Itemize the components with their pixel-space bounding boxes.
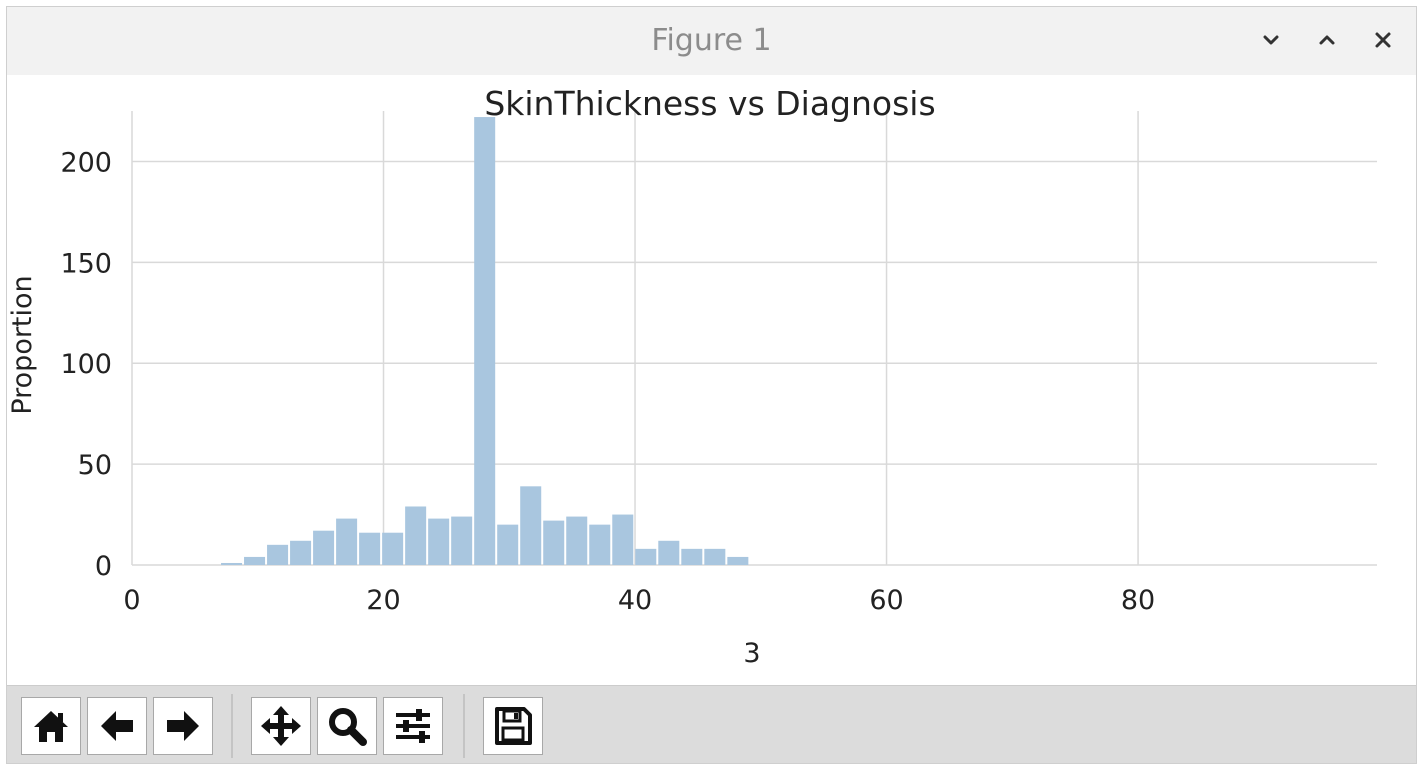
histogram-bar bbox=[359, 532, 381, 565]
figure-window: Figure 1 0 20 40 60 80 0 50 100 150 200 SkinThick bbox=[6, 6, 1417, 764]
toolbar-separator bbox=[463, 694, 465, 758]
histogram-bar bbox=[497, 524, 519, 565]
histogram-bar bbox=[428, 518, 450, 565]
y-tick-label: 150 bbox=[60, 248, 112, 279]
histogram-bar bbox=[382, 532, 404, 565]
x-tick-label: 80 bbox=[1121, 585, 1155, 616]
window-title: Figure 1 bbox=[651, 23, 772, 58]
x-axis-label: 3 bbox=[743, 638, 760, 669]
histogram-bar bbox=[635, 548, 657, 565]
pan-icon bbox=[261, 706, 301, 746]
minimize-button[interactable] bbox=[1256, 25, 1286, 55]
configure-subplots-button[interactable] bbox=[383, 697, 443, 755]
maximize-button[interactable] bbox=[1312, 25, 1342, 55]
forward-button[interactable] bbox=[153, 697, 213, 755]
chevron-up-icon bbox=[1319, 35, 1335, 45]
histogram-bar bbox=[612, 514, 634, 565]
close-button[interactable] bbox=[1368, 25, 1398, 55]
histogram-bar bbox=[336, 518, 358, 565]
histogram-chart: 0 20 40 60 80 0 50 100 150 200 SkinThickness vs Di… bbox=[7, 84, 1377, 669]
histogram-bar bbox=[313, 530, 335, 565]
window-controls bbox=[1256, 25, 1398, 55]
y-axis-label: Proportion bbox=[7, 275, 38, 414]
chevron-down-icon bbox=[1263, 35, 1279, 45]
histogram-bar bbox=[451, 516, 473, 565]
home-icon bbox=[34, 711, 68, 742]
histogram-bar bbox=[727, 556, 749, 565]
y-tick-label: 0 bbox=[95, 551, 112, 582]
histogram-bar bbox=[267, 544, 289, 565]
pan-button[interactable] bbox=[251, 697, 311, 755]
histogram-bar bbox=[681, 548, 703, 565]
forward-arrow-icon bbox=[167, 711, 199, 741]
histogram-bar bbox=[474, 117, 496, 565]
home-button[interactable] bbox=[21, 697, 81, 755]
chart-title: SkinThickness vs Diagnosis bbox=[484, 84, 935, 123]
configure-subplots-icon bbox=[396, 709, 430, 743]
save-button[interactable] bbox=[483, 697, 543, 755]
zoom-button[interactable] bbox=[317, 697, 377, 755]
y-tick-label: 200 bbox=[60, 147, 112, 178]
toolbar-separator bbox=[231, 694, 233, 758]
plot-canvas[interactable]: 0 20 40 60 80 0 50 100 150 200 SkinThickness vs Di… bbox=[7, 75, 1416, 687]
histogram-bar bbox=[520, 486, 542, 565]
back-arrow-icon bbox=[101, 711, 133, 741]
histogram-bar bbox=[221, 562, 243, 565]
histogram-bar bbox=[704, 548, 726, 565]
histogram-bar bbox=[589, 524, 611, 565]
histogram-bar bbox=[405, 506, 427, 565]
y-tick-label: 50 bbox=[78, 450, 112, 481]
close-icon bbox=[1375, 32, 1391, 48]
x-tick-label: 0 bbox=[123, 585, 140, 616]
histogram-bar bbox=[658, 540, 680, 565]
save-icon bbox=[495, 707, 532, 745]
back-button[interactable] bbox=[87, 697, 147, 755]
x-tick-label: 60 bbox=[869, 585, 903, 616]
histogram-bar bbox=[543, 520, 565, 565]
title-bar[interactable]: Figure 1 bbox=[7, 7, 1416, 76]
y-tick-label: 100 bbox=[60, 349, 112, 380]
histogram-bar bbox=[566, 516, 588, 565]
navigation-toolbar bbox=[7, 685, 1416, 763]
histogram-bar bbox=[290, 540, 312, 565]
histogram-bar bbox=[244, 556, 266, 565]
x-tick-label: 40 bbox=[618, 585, 652, 616]
x-tick-label: 20 bbox=[366, 585, 400, 616]
zoom-icon bbox=[329, 708, 367, 746]
